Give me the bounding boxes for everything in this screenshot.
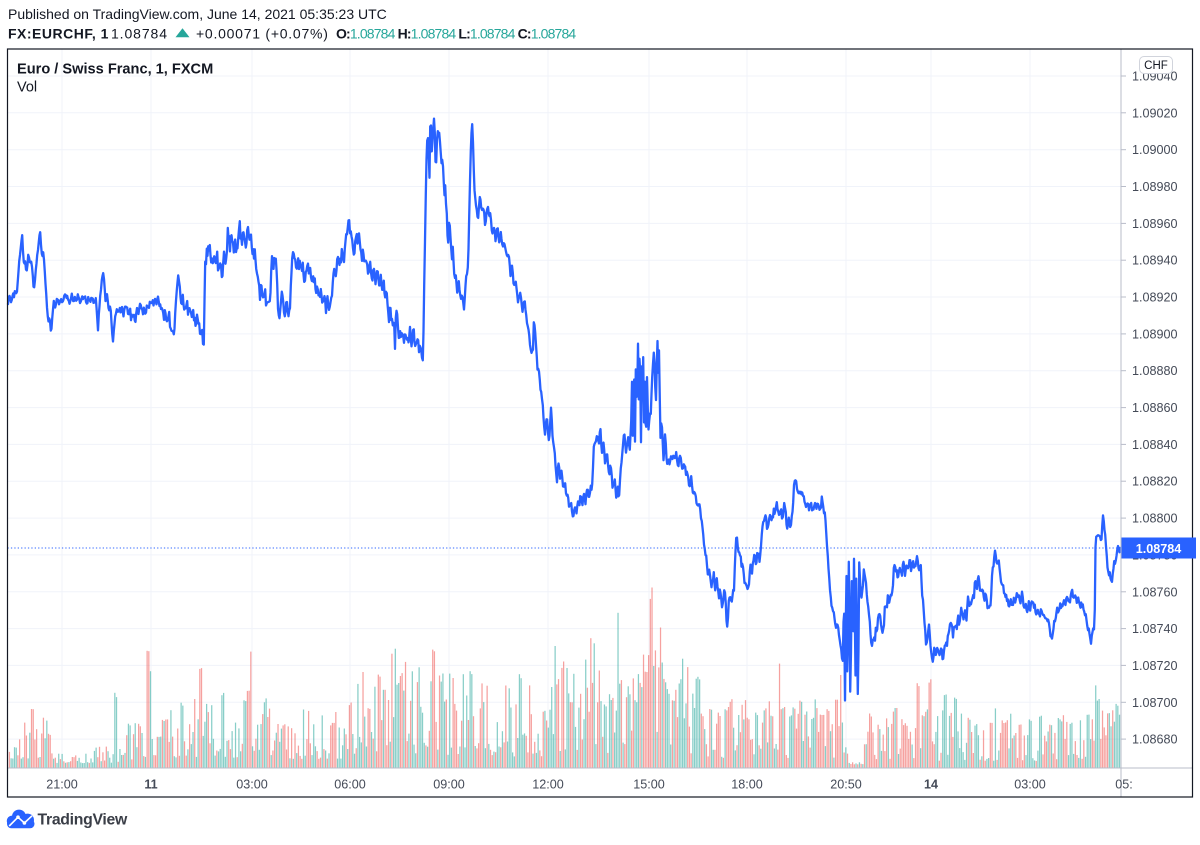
svg-text:1.08800: 1.08800	[1132, 512, 1178, 526]
svg-text:15:00: 15:00	[633, 778, 665, 792]
svg-text:1.08700: 1.08700	[1132, 696, 1178, 710]
svg-text:05:: 05:	[1115, 778, 1133, 792]
svg-text:1.09020: 1.09020	[1132, 106, 1178, 120]
svg-text:TradingView: TradingView	[38, 812, 128, 829]
svg-text:03:00: 03:00	[236, 778, 268, 792]
svg-text:11: 11	[144, 778, 157, 792]
svg-text:1.08680: 1.08680	[1132, 733, 1178, 747]
svg-text:1.09000: 1.09000	[1132, 143, 1178, 157]
svg-text:O:1.08784 H:1.08784 L:1.08784: O:1.08784 H:1.08784 L:1.08784 C:1.08784	[336, 26, 576, 42]
svg-text:1.08920: 1.08920	[1132, 291, 1178, 305]
svg-text:1.08960: 1.08960	[1132, 217, 1178, 231]
svg-text:Vol: Vol	[17, 80, 37, 96]
svg-text:Euro / Swiss Franc, 1, FXCM: Euro / Swiss Franc, 1, FXCM	[17, 62, 213, 78]
svg-text:1.08720: 1.08720	[1132, 659, 1178, 673]
svg-text:1.08740: 1.08740	[1132, 622, 1178, 636]
svg-text:1.08760: 1.08760	[1132, 585, 1178, 599]
svg-text:18:00: 18:00	[731, 778, 763, 792]
svg-text:1.08940: 1.08940	[1132, 254, 1178, 268]
svg-text:+0.00071 (+0.07%): +0.00071 (+0.07%)	[196, 26, 329, 42]
svg-text:14: 14	[924, 778, 938, 792]
svg-text:12:00: 12:00	[532, 778, 564, 792]
svg-text:1.08820: 1.08820	[1132, 475, 1178, 489]
svg-text:1.08860: 1.08860	[1132, 401, 1178, 415]
svg-text:FX:EURCHF, 1: FX:EURCHF, 1	[8, 26, 109, 42]
svg-text:1.08784: 1.08784	[111, 26, 168, 42]
svg-text:Published on TradingView.com,: Published on TradingView.com, June 14, 2…	[8, 6, 387, 22]
svg-text:1.08980: 1.08980	[1132, 180, 1178, 194]
svg-text:1.08840: 1.08840	[1132, 438, 1178, 452]
svg-text:09:00: 09:00	[433, 778, 465, 792]
svg-text:1.08880: 1.08880	[1132, 364, 1178, 378]
svg-text:06:00: 06:00	[334, 778, 366, 792]
svg-text:20:50: 20:50	[830, 778, 862, 792]
svg-text:1.08784: 1.08784	[1136, 542, 1182, 556]
svg-text:CHF: CHF	[1144, 60, 1168, 72]
svg-text:21:00: 21:00	[46, 778, 78, 792]
svg-text:1.08900: 1.08900	[1132, 327, 1178, 341]
svg-text:03:00: 03:00	[1014, 778, 1046, 792]
